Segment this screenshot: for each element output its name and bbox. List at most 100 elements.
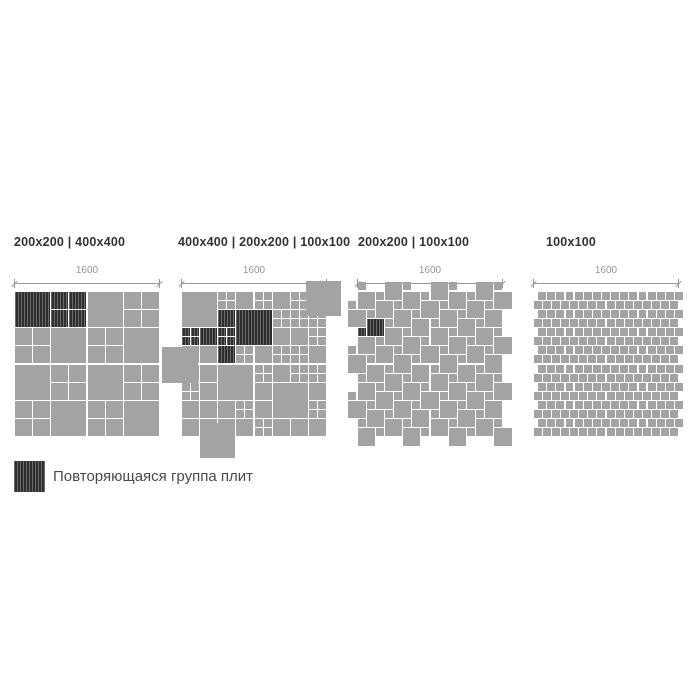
- panel-title: 200x200 | 400x400: [14, 235, 126, 249]
- tile: [592, 291, 601, 300]
- tile: [583, 419, 592, 428]
- tile: [620, 291, 629, 300]
- tile: [656, 291, 665, 300]
- tile: [624, 428, 633, 437]
- tile: [357, 291, 375, 309]
- tile: [579, 300, 588, 309]
- tile: [670, 337, 679, 346]
- tile: [448, 328, 457, 336]
- tile: [602, 382, 610, 391]
- tile: [542, 428, 551, 437]
- tile: [32, 401, 50, 419]
- tile: [281, 346, 290, 355]
- tile: [485, 309, 503, 327]
- tile: [476, 373, 494, 391]
- tile: [542, 410, 551, 419]
- tile: [624, 391, 633, 400]
- tile: [227, 291, 236, 300]
- tile-dark: [218, 346, 236, 364]
- tile: [218, 291, 226, 300]
- tile: [421, 382, 430, 391]
- tile: [579, 373, 588, 382]
- tile: [467, 300, 485, 318]
- tile: [476, 364, 485, 373]
- tile: [394, 300, 402, 309]
- tile: [597, 428, 606, 437]
- tile: [403, 382, 421, 400]
- tile: [638, 401, 647, 409]
- tile: [579, 428, 588, 437]
- tile: [281, 318, 290, 327]
- tile-dark: [227, 337, 236, 346]
- tile: [633, 355, 642, 364]
- tile: [643, 391, 651, 400]
- tile: [542, 337, 551, 346]
- tile: [629, 382, 638, 391]
- tile: [309, 410, 318, 419]
- tile: [647, 401, 656, 409]
- tile: [547, 346, 556, 355]
- tile: [421, 346, 439, 364]
- tile: [272, 419, 290, 437]
- tile: [638, 309, 647, 318]
- tile: [467, 346, 485, 364]
- tile: [551, 355, 560, 364]
- tile: [51, 328, 87, 364]
- tile: [551, 391, 560, 400]
- tile: [300, 373, 309, 382]
- tile: [394, 355, 412, 373]
- tile: [592, 419, 601, 428]
- tile: [633, 318, 642, 327]
- tile: [69, 382, 87, 400]
- tile: [656, 309, 665, 318]
- tile: [357, 382, 375, 400]
- tile: [583, 291, 592, 300]
- tile: [485, 401, 503, 419]
- tile: [565, 382, 574, 391]
- tile: [643, 300, 651, 309]
- tile: [547, 401, 556, 409]
- tile: [551, 410, 560, 419]
- tile: [615, 428, 624, 437]
- tile: [51, 401, 87, 437]
- tile: [675, 382, 683, 391]
- tile: [124, 291, 142, 309]
- tile: [87, 346, 105, 364]
- tile: [597, 337, 606, 346]
- tile: [403, 428, 421, 446]
- tile: [606, 300, 615, 309]
- tile: [181, 401, 199, 419]
- tile: [357, 337, 375, 355]
- tile: [656, 401, 665, 409]
- tile: [665, 401, 674, 409]
- tile: [574, 346, 583, 355]
- tile: [439, 309, 457, 327]
- tile: [300, 309, 309, 318]
- tile: [588, 337, 597, 346]
- tile: [588, 318, 597, 327]
- tile: [611, 309, 620, 318]
- tile: [588, 410, 597, 419]
- tile: [142, 309, 160, 327]
- tile: [236, 346, 245, 355]
- tile: [560, 428, 569, 437]
- tile: [606, 410, 615, 419]
- tile: [439, 355, 457, 373]
- tile: [547, 291, 556, 300]
- tile: [615, 410, 624, 419]
- tile: [448, 291, 466, 309]
- tile: [675, 328, 683, 336]
- tile-dark: [190, 328, 199, 336]
- tile: [588, 428, 597, 437]
- tile: [592, 346, 601, 355]
- tile: [142, 364, 160, 382]
- tile: [556, 291, 565, 300]
- tile: [254, 346, 272, 364]
- tile: [551, 318, 560, 327]
- tile: [638, 346, 647, 355]
- tile: [394, 346, 402, 355]
- tile: [656, 328, 665, 336]
- tile: [291, 309, 299, 318]
- tile: [570, 391, 578, 400]
